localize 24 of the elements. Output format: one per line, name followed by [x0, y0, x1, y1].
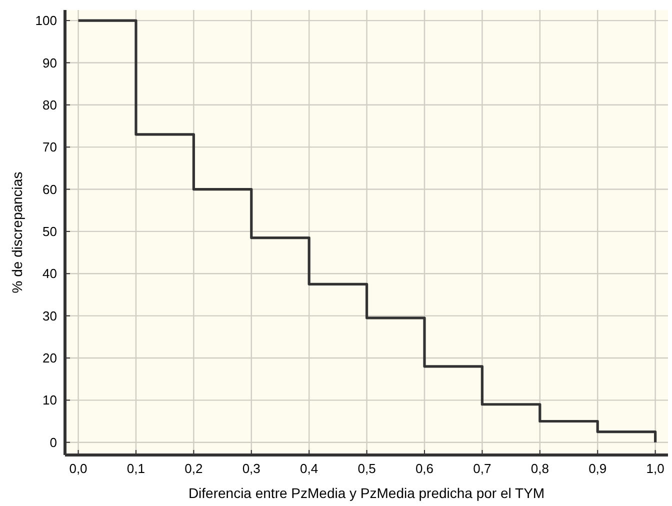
x-tick-label: 0,5: [358, 461, 376, 476]
x-tick-label: 0,8: [530, 461, 549, 476]
y-tick-label: 90: [42, 55, 57, 70]
y-tick-label: 0: [50, 434, 57, 450]
x-tick-label: 0,1: [126, 461, 146, 476]
y-tick-label: 10: [42, 392, 57, 408]
y-tick-label: 30: [42, 308, 57, 324]
x-tick-label: 0,2: [184, 461, 203, 476]
y-tick-label: 70: [42, 140, 57, 155]
y-tick-label: 20: [42, 350, 57, 366]
y-tick-label: 60: [42, 182, 57, 197]
y-tick-label: 80: [42, 97, 57, 112]
y-tick-label: 50: [42, 224, 57, 239]
x-tick-label: 0,6: [415, 461, 434, 476]
y-axis-title: % de discrepancias: [9, 172, 25, 294]
x-tick-label: 0,4: [300, 461, 318, 476]
y-tick-label: 40: [42, 266, 57, 282]
x-tick-label: 0,9: [588, 461, 607, 476]
x-axis-title: Diferencia entre PzMedia y PzMedia predicha por el TYM: [188, 485, 545, 501]
x-tick-label: 0,0: [69, 461, 88, 476]
x-tick-label: 1,0: [646, 461, 664, 476]
y-tick-label: 100: [35, 13, 57, 28]
x-tick-label: 0,3: [242, 461, 260, 476]
x-tick-label: 0,7: [473, 461, 492, 476]
